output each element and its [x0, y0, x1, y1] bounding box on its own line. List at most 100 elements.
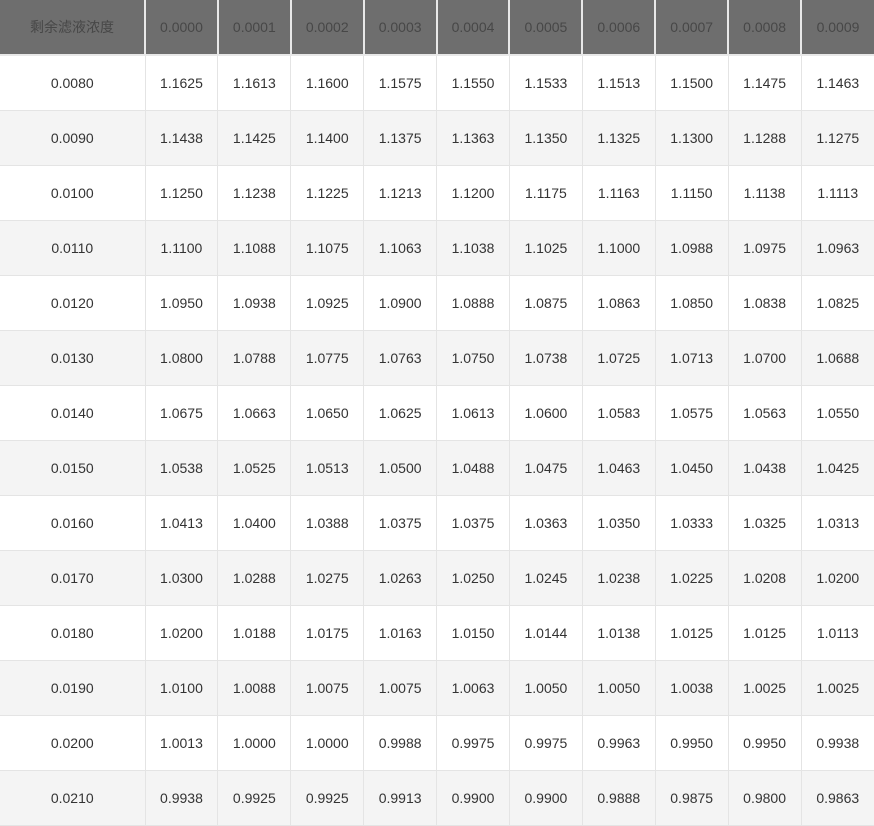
column-header-cell: 0.0001: [216, 0, 292, 56]
data-cell: 1.0000: [217, 715, 292, 771]
table-row: 0.0100 1.1250 1.1238 1.1225 1.1213 1.1200 1.11…: [0, 165, 874, 221]
row-label-cell: 0.0160: [0, 495, 146, 551]
column-header-cell: 0.0004: [435, 0, 511, 56]
table-row: 0.0090 1.1438 1.1425 1.1400 1.1375 1.1363 1.13…: [0, 110, 874, 166]
table-row: 0.0170 1.0300 1.0288 1.0275 1.0263 1.0250 1.02…: [0, 550, 874, 606]
data-cell: 1.0188: [217, 605, 292, 661]
data-cell: 1.0450: [654, 440, 729, 496]
table-row: 0.0120 1.0950 1.0938 1.0925 1.0900 1.0888 1.08…: [0, 275, 874, 331]
data-cell: 1.0750: [436, 330, 510, 386]
data-cell: 1.0175: [290, 605, 365, 661]
data-cell: 1.0200: [800, 550, 874, 606]
data-cell: 1.0333: [654, 495, 729, 551]
data-cell: 1.1300: [654, 110, 729, 166]
data-cell: 1.1200: [436, 165, 510, 221]
data-cell: 1.1600: [290, 54, 365, 111]
row-label-cell: 0.0180: [0, 605, 146, 661]
data-cell: 1.0763: [363, 330, 438, 386]
table-row: 0.0200 1.0013 1.0000 1.0000 0.9988 0.9975 0.99…: [0, 715, 874, 771]
data-cell: 1.0825: [800, 275, 874, 331]
row-label-cell: 0.0150: [0, 440, 146, 496]
row-label-cell: 0.0190: [0, 660, 146, 716]
data-cell: 1.0583: [581, 385, 656, 441]
data-cell: 1.1550: [436, 54, 510, 111]
data-cell: 0.9988: [363, 715, 438, 771]
row-label-cell: 0.0170: [0, 550, 146, 606]
data-cell: 1.1325: [581, 110, 656, 166]
data-cell: 1.1625: [144, 54, 219, 111]
data-cell: 1.0538: [144, 440, 219, 496]
data-cell: 1.1533: [508, 54, 583, 111]
column-header-cell: 0.0000: [144, 0, 219, 56]
table-row: 0.0150 1.0538 1.0525 1.0513 1.0500 1.0488 1.04…: [0, 440, 874, 496]
data-cell: 1.0938: [217, 275, 292, 331]
data-cell: 1.0463: [581, 440, 656, 496]
data-cell: 1.0250: [436, 550, 510, 606]
data-cell: 1.0245: [508, 550, 583, 606]
data-cell: 1.1463: [800, 54, 874, 111]
data-cell: 1.0775: [290, 330, 365, 386]
data-cell: 1.0550: [800, 385, 874, 441]
data-cell: 1.0363: [508, 495, 583, 551]
table-row: 0.0130 1.0800 1.0788 1.0775 1.0763 1.0750 1.07…: [0, 330, 874, 386]
data-cell: 1.0300: [144, 550, 219, 606]
data-cell: 1.0050: [581, 660, 656, 716]
data-cell: 1.0613: [436, 385, 510, 441]
data-cell: 1.0375: [363, 495, 438, 551]
data-cell: 1.1475: [727, 54, 802, 111]
data-cell: 1.0225: [654, 550, 729, 606]
data-cell: 1.1513: [581, 54, 656, 111]
data-cell: 1.1150: [654, 165, 729, 221]
row-label-cell: 0.0080: [0, 54, 146, 111]
data-cell: 1.0325: [727, 495, 802, 551]
data-cell: 1.0000: [290, 715, 365, 771]
data-cell: 1.0838: [727, 275, 802, 331]
data-cell: 1.1275: [800, 110, 874, 166]
data-cell: 1.0144: [508, 605, 583, 661]
data-cell: 1.0663: [217, 385, 292, 441]
data-cell: 1.0125: [654, 605, 729, 661]
data-cell: 0.9913: [363, 770, 438, 826]
data-cell: 1.1088: [217, 220, 292, 276]
row-label-cell: 0.0130: [0, 330, 146, 386]
data-cell: 0.9950: [654, 715, 729, 771]
data-cell: 1.1425: [217, 110, 292, 166]
data-cell: 1.0413: [144, 495, 219, 551]
data-cell: 0.9900: [508, 770, 583, 826]
table-row: 0.0140 1.0675 1.0663 1.0650 1.0625 1.0613 1.06…: [0, 385, 874, 441]
data-cell: 1.0138: [581, 605, 656, 661]
data-cell: 1.0038: [654, 660, 729, 716]
data-cell: 1.0063: [436, 660, 510, 716]
data-cell: 1.0013: [144, 715, 219, 771]
table-header: 剩余滤液浓度 0.0000 0.0001 0.0002 0.0003 0.0004 0.00…: [0, 0, 874, 56]
data-cell: 1.0100: [144, 660, 219, 716]
data-cell: 1.0475: [508, 440, 583, 496]
data-cell: 1.0788: [217, 330, 292, 386]
data-cell: 1.0500: [363, 440, 438, 496]
data-cell: 0.9875: [654, 770, 729, 826]
data-cell: 1.1100: [144, 220, 219, 276]
data-cell: 1.0688: [800, 330, 874, 386]
header-row: 剩余滤液浓度 0.0000 0.0001 0.0002 0.0003 0.0004 0.00…: [0, 0, 874, 56]
data-cell: 1.0350: [581, 495, 656, 551]
data-cell: 1.0400: [217, 495, 292, 551]
data-cell: 0.9925: [217, 770, 292, 826]
row-label-cell: 0.0120: [0, 275, 146, 331]
data-cell: 1.0025: [727, 660, 802, 716]
data-cell: 0.9963: [581, 715, 656, 771]
data-cell: 1.0975: [727, 220, 802, 276]
data-cell: 1.0088: [217, 660, 292, 716]
data-cell: 1.0488: [436, 440, 510, 496]
table-row: 0.0080 1.1625 1.1613 1.1600 1.1575 1.1550 1.15…: [0, 54, 874, 111]
data-cell: 1.1375: [363, 110, 438, 166]
data-cell: 1.0700: [727, 330, 802, 386]
data-cell: 1.0150: [436, 605, 510, 661]
data-cell: 1.0050: [508, 660, 583, 716]
data-cell: 1.0113: [800, 605, 874, 661]
data-cell: 1.0075: [290, 660, 365, 716]
data-cell: 1.1000: [581, 220, 656, 276]
data-cell: 1.1613: [217, 54, 292, 111]
data-cell: 1.1138: [727, 165, 802, 221]
table-row: 0.0190 1.0100 1.0088 1.0075 1.0075 1.0063 1.00…: [0, 660, 874, 716]
data-cell: 1.0988: [654, 220, 729, 276]
